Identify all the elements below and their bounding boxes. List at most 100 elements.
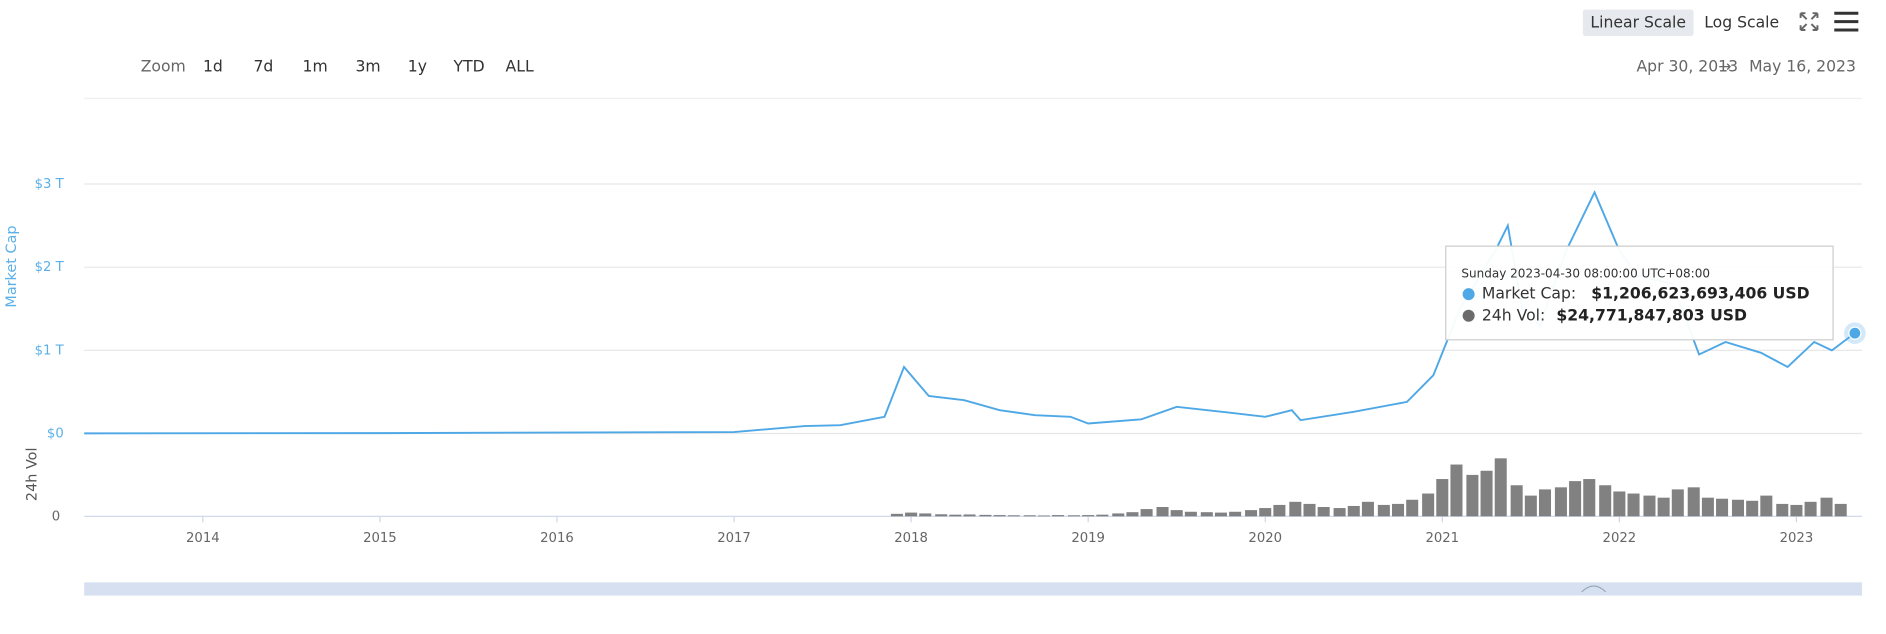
x-tick-label: 2023: [1780, 531, 1814, 546]
volume-bar: [1687, 487, 1700, 517]
volume-bar: [1082, 515, 1095, 517]
volume-bar: [1303, 503, 1316, 517]
x-tick-label: 2022: [1603, 531, 1637, 546]
volume-bar: [1317, 507, 1330, 517]
volume-bar: [1538, 489, 1552, 517]
volume-bar: [1422, 493, 1435, 517]
volume-bar: [1657, 497, 1670, 517]
volume-bar: [1820, 497, 1833, 517]
volume-bar: [1524, 495, 1537, 517]
volume-bar: [1554, 487, 1567, 517]
volume-bar: [1377, 504, 1390, 517]
volume-bar: [1037, 515, 1050, 517]
volume-bar: [1480, 470, 1493, 517]
volume-bar: [1671, 489, 1684, 517]
x-tick-label: 2015: [363, 531, 397, 546]
zoom-button[interactable]: 7d: [253, 58, 273, 76]
hover-point: [1848, 326, 1862, 340]
volume-bar: [1052, 515, 1065, 517]
volume-bar: [1096, 514, 1109, 517]
volume-bar: [1112, 513, 1125, 517]
volume-bar: [1200, 512, 1213, 517]
tooltip-label: Market Cap:: [1482, 285, 1576, 303]
volume-bar: [949, 514, 962, 517]
navigator[interactable]: [84, 582, 1862, 596]
y-tick-label: $0: [47, 426, 64, 441]
zoom-button[interactable]: 1y: [408, 58, 427, 76]
zoom-label: Zoom: [141, 58, 186, 76]
x-tick-label: 2019: [1071, 531, 1105, 546]
zoom-button[interactable]: 3m: [355, 58, 380, 76]
zoom-button[interactable]: 1m: [303, 58, 328, 76]
volume-bar: [1613, 491, 1626, 517]
x-tick-label: 2020: [1248, 531, 1282, 546]
tooltip-date: Sunday 2023-04-30 08:00:00 UTC+08:00: [1461, 266, 1710, 280]
tooltip-box: [1445, 245, 1834, 341]
tooltip-label: 24h Vol:: [1482, 306, 1545, 324]
zoom-button[interactable]: YTD: [453, 58, 485, 76]
volume-bar: [1140, 509, 1153, 517]
linear-scale-button[interactable]: Linear Scale: [1590, 13, 1686, 31]
volume-bar: [1170, 510, 1183, 517]
volume-bar: [1259, 508, 1272, 517]
volume-bar: [1599, 485, 1612, 517]
volume-bar: [1406, 499, 1419, 517]
fullscreen-icon[interactable]: [1799, 12, 1819, 31]
volume-bar: [1067, 515, 1081, 517]
tooltip-value: $24,771,847,803 USD: [1556, 306, 1747, 324]
volume-bar: [935, 514, 948, 517]
volume-bar: [979, 514, 992, 517]
tooltip-value: $1,206,623,693,406 USD: [1591, 285, 1809, 303]
volume-bar: [963, 514, 976, 517]
volume-bar: [1436, 479, 1449, 517]
volume-bar: [919, 513, 932, 517]
y-axis-title: Market Cap: [4, 226, 20, 308]
zoom-button[interactable]: ALL: [506, 58, 534, 76]
zoom-button[interactable]: 1d: [203, 58, 223, 76]
x-tick-label: 2021: [1425, 531, 1459, 546]
x-tick-label: 2014: [186, 531, 220, 546]
tooltip-swatch: [1462, 309, 1475, 322]
y-tick-label: $1 T: [35, 343, 65, 358]
log-scale-button[interactable]: Log Scale: [1704, 13, 1779, 31]
volume-bar: [1214, 512, 1227, 517]
volume-bar: [1184, 511, 1197, 517]
volume-bar: [1746, 500, 1759, 517]
volume-bar: [1289, 501, 1302, 517]
volume-bar: [1007, 515, 1020, 517]
volume-bar: [1392, 503, 1405, 517]
y-tick-label: $3 T: [35, 177, 65, 192]
volume-bar: [1701, 497, 1714, 517]
volume-bar: [1229, 511, 1242, 517]
volume-bar: [1627, 493, 1640, 517]
volume-bar: [1583, 479, 1596, 517]
volume-bar: [1347, 505, 1360, 517]
volume-bar: [993, 515, 1006, 517]
volume-bar: [1716, 498, 1729, 517]
x-tick-label: 2017: [717, 531, 751, 546]
y2-tick-label: 0: [52, 509, 60, 524]
menu-icon[interactable]: [1834, 11, 1859, 32]
volume-bar: [1023, 515, 1036, 517]
x-tick-label: 2016: [540, 531, 574, 546]
navigator-line: [1581, 585, 1607, 593]
volume-bar: [905, 512, 918, 517]
volume-bar: [1776, 503, 1789, 517]
volume-bar: [1643, 495, 1656, 517]
date-from: Apr 30, 2013: [1636, 58, 1738, 76]
volume-bar: [890, 513, 903, 517]
volume-bar: [1466, 474, 1479, 517]
volume-bar: [1245, 510, 1258, 517]
volume-bar: [1494, 458, 1507, 517]
volume-bar: [1804, 501, 1817, 517]
volume-bar: [1361, 501, 1374, 517]
volume-bar: [1333, 508, 1346, 517]
linear-scale-bg: [1582, 9, 1694, 37]
volume-bar: [1731, 499, 1745, 517]
volume-bar: [1273, 504, 1286, 517]
volume-bar: [1790, 504, 1803, 517]
volume-bar: [1126, 512, 1139, 517]
x-tick-label: 2018: [894, 531, 928, 546]
tooltip-swatch: [1462, 288, 1475, 301]
volume-bar: [1834, 503, 1847, 517]
